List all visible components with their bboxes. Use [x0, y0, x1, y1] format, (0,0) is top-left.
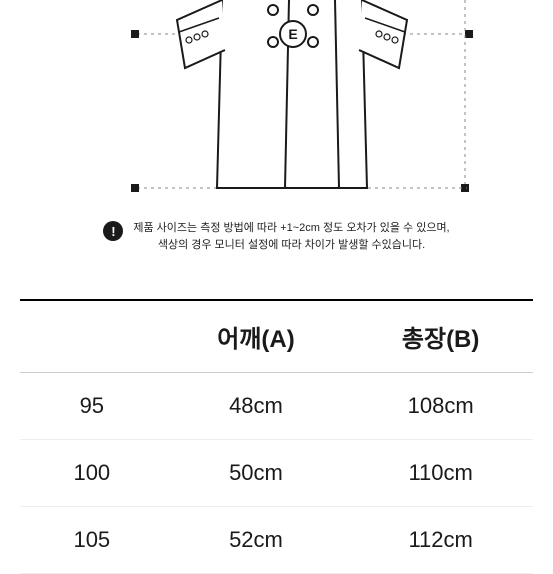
cell-size: 100 [20, 440, 164, 507]
table-header-row: 어깨(A) 총장(B) [20, 300, 533, 373]
warning-icon: ! [103, 221, 123, 241]
cell-length: 110cm [348, 440, 533, 507]
col-size [20, 300, 164, 373]
cell-shoulder: 52cm [164, 507, 349, 574]
cell-length: 108cm [348, 373, 533, 440]
table-row: 95 48cm 108cm [20, 373, 533, 440]
size-notice: ! 제품 사이즈는 측정 방법에 따라 +1~2cm 정도 오차가 있을 수 있… [0, 210, 553, 283]
col-shoulder: 어깨(A) [164, 300, 349, 373]
cell-size: 105 [20, 507, 164, 574]
notice-line-2: 색상의 경우 모니터 설정에 따라 차이가 발생할 수있습니다. [158, 239, 425, 251]
table-row: 100 50cm 110cm [20, 440, 533, 507]
notice-text: 제품 사이즈는 측정 방법에 따라 +1~2cm 정도 오차가 있을 수 있으며… [133, 220, 449, 253]
cell-shoulder: 50cm [164, 440, 349, 507]
coat-svg: E [67, 0, 487, 210]
size-table: 어깨(A) 총장(B) 95 48cm 108cm 100 50cm 110cm… [20, 299, 533, 574]
coat-diagram: E [0, 0, 553, 210]
cell-shoulder: 48cm [164, 373, 349, 440]
measurement-label-e: E [280, 21, 306, 47]
col-length: 총장(B) [348, 300, 533, 373]
svg-text:E: E [288, 26, 297, 42]
cell-length: 112cm [348, 507, 533, 574]
cell-size: 95 [20, 373, 164, 440]
table-row: 105 52cm 112cm [20, 507, 533, 574]
notice-line-1: 제품 사이즈는 측정 방법에 따라 +1~2cm 정도 오차가 있을 수 있으며… [133, 222, 449, 234]
